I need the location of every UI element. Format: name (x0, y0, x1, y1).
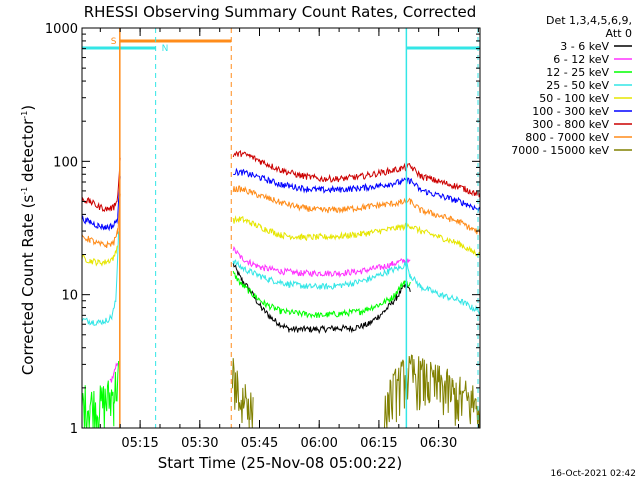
legend-entry: 50 - 100 keV (539, 92, 609, 105)
y-axis-ticks: 1 10 100 1000 (45, 22, 480, 437)
flag-label-S: S (111, 37, 117, 47)
series-line (81, 231, 120, 326)
legend-entry: 300 - 800 keV (532, 118, 609, 131)
series-line (231, 358, 254, 429)
series-line (81, 157, 121, 213)
x-tick-label: 06:00 (300, 436, 337, 451)
x-axis-label: Start Time (25-Nov-08 05:00:22) (158, 454, 403, 472)
y-tick-label: 10 (61, 289, 78, 304)
series-line (81, 176, 121, 232)
y-tick-label: 1000 (45, 22, 78, 37)
series-line (81, 360, 120, 429)
flag-vertical-lines (119, 28, 479, 428)
x-tick-label: 05:45 (241, 436, 278, 451)
y-axis-label-end: ) (19, 105, 37, 111)
x-tick-label: 06:30 (420, 436, 457, 451)
series-line (232, 262, 411, 335)
series-line (232, 149, 481, 198)
plot-frame (81, 27, 481, 429)
x-axis-ticks: 05:15 05:30 05:45 06:00 06:15 06:30 (99, 28, 479, 451)
x-tick-label: 05:30 (181, 436, 218, 451)
series-line (232, 245, 411, 278)
flag-label-N: N (162, 44, 169, 54)
chart-title: RHESSI Observing Summary Count Rates, Co… (84, 3, 477, 21)
series-line (81, 245, 119, 267)
generation-timestamp: 16-Oct-2021 02:42 (551, 469, 636, 479)
series-line (233, 167, 481, 212)
y-axis-label: Corrected Count Rate (s-1 detector-1) (19, 105, 37, 375)
x-tick-label: 06:15 (360, 436, 397, 451)
x-tick-label: 05:15 (121, 436, 158, 451)
y-axis-label-sup2: -1 (20, 111, 29, 119)
legend-entry: 800 - 7000 keV (525, 131, 609, 144)
series-line (384, 354, 481, 429)
y-tick-label: 100 (53, 155, 78, 170)
series-line (232, 215, 481, 257)
y-axis-label-mid: detector (19, 118, 37, 187)
legend-entry: 7000 - 15000 keV (511, 144, 609, 157)
series-line (232, 270, 411, 319)
series-line (81, 193, 121, 249)
series-line (232, 185, 481, 236)
legend-entry: 6 - 12 keV (553, 53, 609, 66)
observing-flags: SN (82, 37, 480, 54)
legend-entry: 25 - 50 keV (546, 79, 609, 92)
y-tick-label: 1 (70, 422, 78, 437)
legend-entry: 3 - 6 keV (560, 40, 609, 53)
series-layer (81, 149, 481, 429)
legend-entry: 100 - 300 keV (532, 105, 609, 118)
y-axis-label-main: Corrected Count Rate (s (19, 195, 37, 376)
legend-entry: 12 - 25 keV (546, 66, 609, 79)
y-axis-label-sup1: -1 (20, 187, 29, 195)
series-line (109, 362, 119, 383)
legend-header-line2: Att 0 (606, 27, 632, 40)
legend-header-line1: Det 1,3,4,5,6,9, (546, 14, 632, 27)
series-line (232, 259, 481, 316)
